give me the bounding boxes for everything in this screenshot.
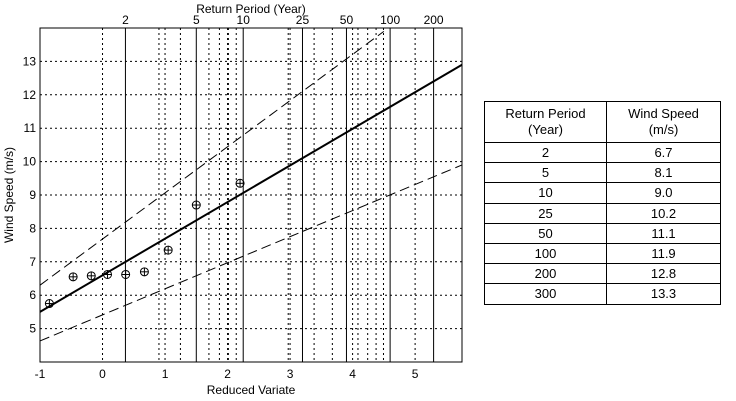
confidence-bound-line <box>39 164 463 342</box>
fitted-line <box>39 63 463 313</box>
grid-layer <box>40 28 462 362</box>
header-return-period: Return Period (Year) <box>484 101 607 143</box>
x-tick-label: 1 <box>162 367 169 381</box>
top-tick-label: 50 <box>340 13 354 27</box>
cell-wind-speed: 6.7 <box>606 141 721 164</box>
cell-wind-speed: 8.1 <box>606 162 721 184</box>
top-tick-label: 200 <box>424 13 444 27</box>
y-tick-label: 10 <box>23 155 37 169</box>
table-row: 200 12.8 <box>484 263 721 285</box>
cell-wind-speed: 13.3 <box>606 283 721 305</box>
x-tick-label: 0 <box>99 367 106 381</box>
cell-return-period: 300 <box>484 283 607 305</box>
x-axis-label: Reduced Variate <box>207 383 296 397</box>
top-tick-label: 5 <box>193 13 200 27</box>
y-tick-label: 8 <box>29 221 36 235</box>
table-row: 100 11.9 <box>484 242 721 265</box>
table-row: 2 6.7 <box>484 141 721 164</box>
cell-return-period: 200 <box>484 263 607 285</box>
x-tick-label: 3 <box>287 367 294 381</box>
data-point-marker <box>121 269 131 279</box>
table-header-row: Return Period (Year) Wind Speed (m/s) <box>484 101 721 143</box>
y-tick-label: 6 <box>29 288 36 302</box>
cell-wind-speed: 11.9 <box>606 242 721 265</box>
header-return-period-line2: (Year) <box>528 122 563 137</box>
x-tick-label: 2 <box>224 367 231 381</box>
top-tick-label: 10 <box>237 13 251 27</box>
data-point-marker <box>235 178 245 188</box>
y-tick-label: 7 <box>29 255 36 269</box>
data-point-marker <box>191 200 201 210</box>
y-tick-label: 5 <box>29 322 36 336</box>
series-layer <box>39 30 463 342</box>
header-wind-speed-line2: (m/s) <box>648 122 679 137</box>
top-tick-label: 2 <box>122 13 129 27</box>
cell-return-period: 5 <box>484 162 607 184</box>
top-tick-label: 100 <box>380 13 400 27</box>
top-axis-label: Return Period (Year) <box>196 2 306 16</box>
data-point-marker <box>86 271 96 281</box>
y-tick-label: 11 <box>24 121 37 135</box>
data-point-marker <box>139 267 149 277</box>
cell-wind-speed: 10.2 <box>606 202 721 224</box>
y-tick-label: 13 <box>23 54 37 68</box>
table-row: 5 8.1 <box>484 162 721 184</box>
top-tick-label: 25 <box>296 13 310 27</box>
data-point-marker <box>163 245 173 255</box>
cell-return-period: 100 <box>484 242 607 265</box>
cell-wind-speed: 9.0 <box>606 182 721 204</box>
cell-wind-speed: 11.1 <box>606 222 721 244</box>
confidence-bound-line <box>39 30 385 286</box>
header-return-period-line1: Return Period <box>505 106 586 121</box>
cell-wind-speed: 12.8 <box>606 263 721 285</box>
cell-return-period: 2 <box>484 141 607 164</box>
x-tick-label: -1 <box>35 367 46 381</box>
y-tick-label: 12 <box>23 88 37 102</box>
table-row: 25 10.2 <box>484 202 721 224</box>
x-tick-label: 4 <box>349 367 356 381</box>
header-wind-speed: Wind Speed (m/s) <box>606 101 721 143</box>
data-point-marker <box>68 272 78 282</box>
plot-frame <box>39 27 463 363</box>
y-axis-label: Wind Speed (m/s) <box>2 147 16 243</box>
cell-return-period: 25 <box>484 202 607 224</box>
cell-return-period: 10 <box>484 182 607 204</box>
cell-return-period: 50 <box>484 222 607 244</box>
table-row: 10 9.0 <box>484 182 721 204</box>
x-tick-label: 5 <box>412 367 419 381</box>
table-row: 300 13.3 <box>484 283 721 305</box>
y-tick-label: 9 <box>29 188 36 202</box>
table-row: 50 11.1 <box>484 222 721 244</box>
header-wind-speed-line1: Wind Speed <box>628 106 699 121</box>
